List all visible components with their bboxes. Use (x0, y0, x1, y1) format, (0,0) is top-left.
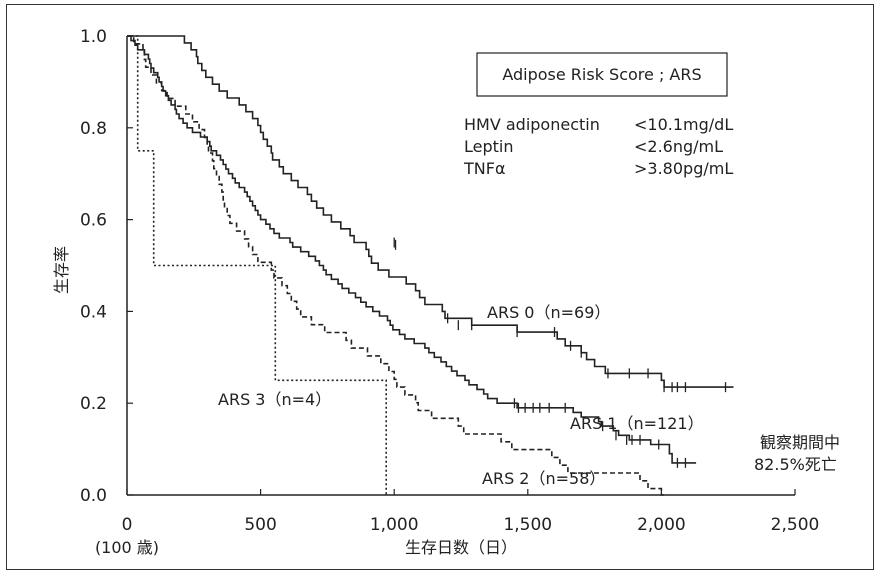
series-line-ars3 (127, 35, 387, 495)
x-tick-label: 2,000 (637, 515, 686, 535)
legend-row-value: <2.6ng/mL (634, 137, 723, 156)
y-tick-label: 0.0 (80, 486, 107, 506)
series-line-ars1 (127, 35, 697, 464)
x-tick-label: 1,000 (370, 515, 419, 535)
y-tick-label: 0.6 (80, 211, 107, 231)
legend-title-box (476, 52, 728, 97)
series-label-ars3: ARS 3（n=4） (218, 390, 331, 409)
series-layer (127, 35, 734, 496)
x-origin-note: (100 歳) (95, 538, 159, 557)
legend-title: Adipose Risk Score ; ARS (502, 65, 701, 84)
x-tick-label: 1,500 (503, 515, 552, 535)
y-tick-label: 0.8 (80, 119, 107, 139)
series-line-ars2 (127, 35, 665, 496)
x-axis-label: 生存日数（日） (405, 538, 517, 557)
legend-row-value: >3.80pg/mL (634, 159, 733, 178)
y-axis-label: 生存率 (52, 246, 71, 294)
legend-row-name: TNFα (463, 159, 506, 178)
chart-frame (6, 4, 874, 570)
y-tick-label: 0.2 (80, 394, 107, 414)
series-label-ars2: ARS 2（n=58） (482, 469, 605, 488)
legend-row-value: <10.1mg/dL (634, 115, 733, 134)
legend-box: Adipose Risk Score ; ARS HMV adiponectin… (463, 52, 733, 178)
y-tick-label: 0.4 (80, 302, 107, 322)
x-tick-label: 500 (244, 515, 276, 535)
x-tick-label: 0 (122, 515, 133, 535)
annotation-line1: 観察期間中 (760, 433, 840, 452)
legend-row-name: HMV adiponectin (464, 115, 600, 134)
x-tick-label: 2,500 (771, 515, 820, 535)
axes (126, 36, 795, 496)
series-label-ars0: ARS 0（n=69） (487, 303, 610, 322)
y-tick-label: 1.0 (80, 27, 107, 47)
series-label-ars1: ARS 1（n=121） (570, 414, 704, 433)
legend-row-name: Leptin (464, 137, 514, 156)
annotation-line2: 82.5%死亡 (754, 455, 837, 474)
ticks: 0 500 1,000 1,500 2,000 2,500 0.0 0.2 0.4 0.6 0.8 1… (80, 27, 819, 535)
